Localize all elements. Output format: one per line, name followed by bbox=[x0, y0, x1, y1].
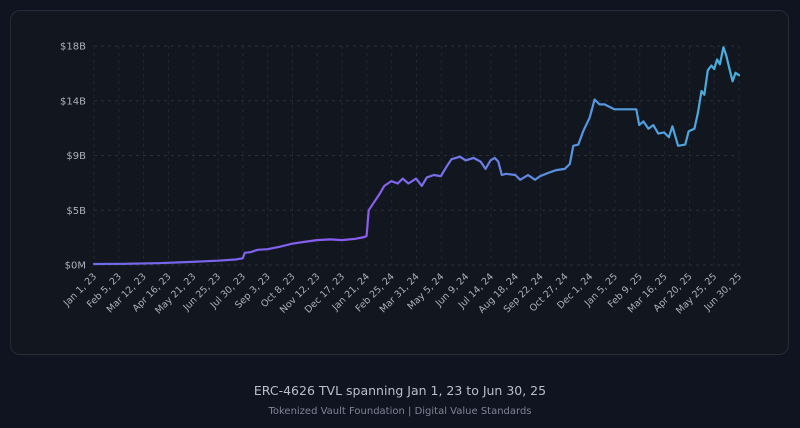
chart-source: Tokenized Vault Foundation | Digital Val… bbox=[268, 406, 532, 417]
y-tick-label: $9B bbox=[66, 151, 86, 162]
y-tick-label: $14B bbox=[60, 96, 86, 107]
y-tick-label: $0M bbox=[65, 261, 86, 272]
y-tick-label: $18B bbox=[60, 42, 86, 53]
y-tick-label: $5B bbox=[66, 206, 86, 217]
chart-caption: ERC-4626 TVL spanning Jan 1, 23 to Jun 3… bbox=[253, 383, 547, 398]
tvl-series-line bbox=[92, 46, 741, 266]
chart-card: $0M $5B $9B $14B $18B Jan 1, 23 Feb 5, 23 Mar 1… bbox=[10, 10, 789, 355]
